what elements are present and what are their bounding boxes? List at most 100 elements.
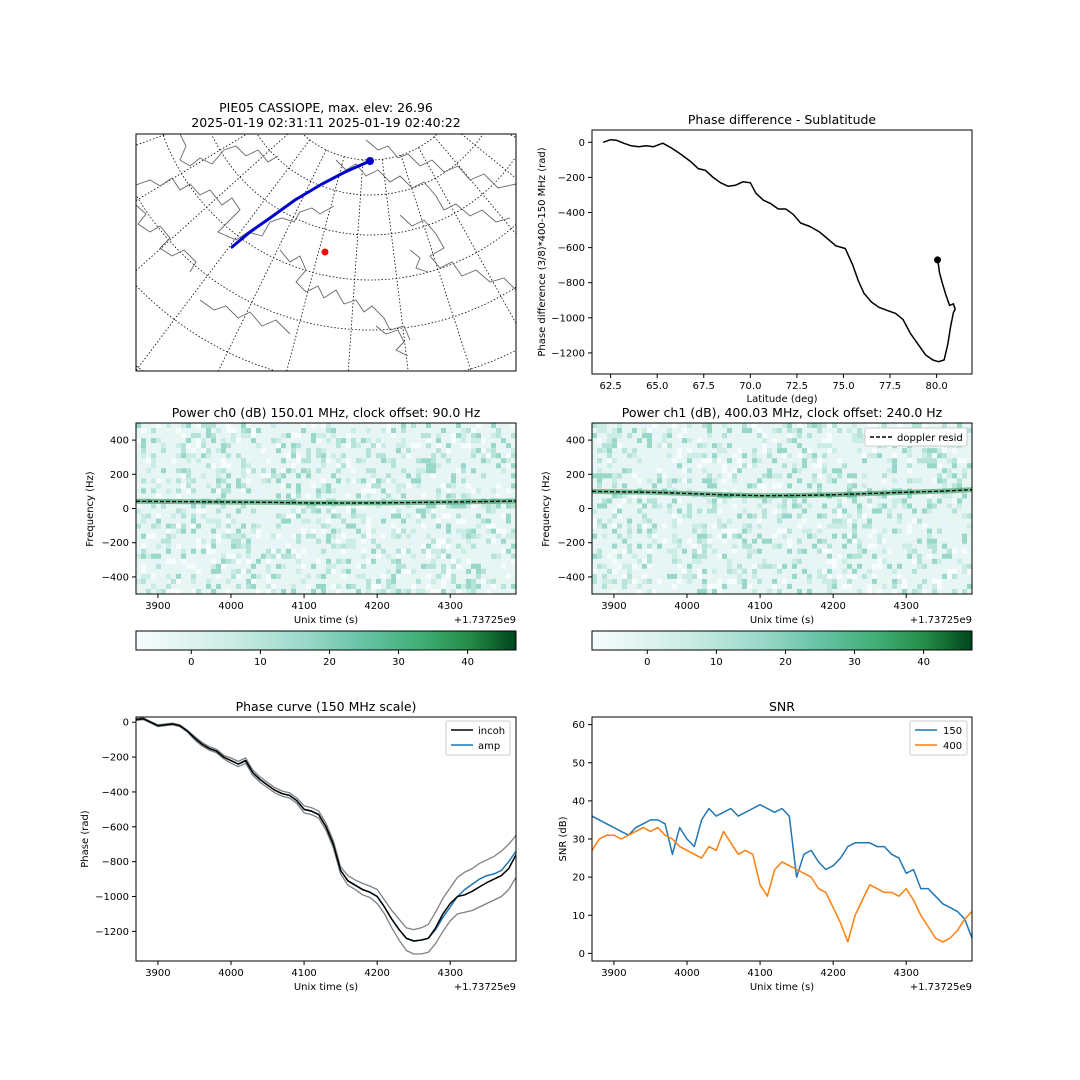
spectrogram-cell <box>887 463 892 469</box>
spectrogram-cell <box>271 553 276 559</box>
spectrogram-cell <box>496 528 501 534</box>
spectrogram-cell <box>326 438 331 444</box>
spectrogram-cell <box>256 563 261 569</box>
spectrogram-cell <box>321 453 326 459</box>
spectrogram-cell <box>286 433 291 439</box>
spectrogram-cell <box>141 568 146 574</box>
spectrogram-cell <box>932 458 937 464</box>
spectrogram-cell <box>842 568 847 574</box>
spectrogram-cell <box>762 538 767 544</box>
y-tick-label: 200 <box>110 470 129 481</box>
spectrogram-cell <box>767 513 772 519</box>
spectrogram-cell <box>501 453 506 459</box>
y-tick-label: −600 <box>558 243 585 254</box>
spectrogram-cell <box>446 553 451 559</box>
spectrogram-cell <box>892 468 897 474</box>
spectrogram-cell <box>391 428 396 434</box>
spectrogram-cell <box>867 503 872 509</box>
y-tick-label: 400 <box>110 436 129 447</box>
spectrogram-cell <box>817 463 822 469</box>
spectrogram-cell <box>932 588 937 594</box>
spectrogram-cell <box>737 458 742 464</box>
spectrogram-cell <box>346 583 351 589</box>
spectrogram-cell <box>346 573 351 579</box>
spectrogram-cell <box>917 563 922 569</box>
spectrogram-cell <box>146 468 151 474</box>
spectrogram-cell <box>597 468 602 474</box>
spectrogram-cell <box>697 523 702 529</box>
spectrogram-cell <box>226 513 231 519</box>
spectrogram-cell <box>241 568 246 574</box>
spectrogram-cell <box>657 508 662 514</box>
spectrogram-cell <box>511 558 516 564</box>
spectrogram-cell <box>496 503 501 509</box>
spectrogram-cell <box>892 578 897 584</box>
spectrogram-cell <box>877 508 882 514</box>
spectrogram-cell <box>937 583 942 589</box>
spectrogram-cell <box>797 443 802 449</box>
spectrogram-cell <box>456 583 461 589</box>
spectrogram-cell <box>246 548 251 554</box>
spectrogram-cell <box>371 478 376 484</box>
spectrogram-cell <box>777 543 782 549</box>
spectrogram-cell <box>511 583 516 589</box>
y-tick-label: 10 <box>572 911 585 922</box>
spectrogram-cell <box>647 548 652 554</box>
spectrogram-cell <box>902 478 907 484</box>
spectrogram-cell <box>887 558 892 564</box>
spectrogram-cell <box>592 508 597 514</box>
colorbar-tick-label: 0 <box>644 657 650 668</box>
spectrogram-cell <box>757 478 762 484</box>
spectrogram-cell <box>391 588 396 594</box>
spectrogram-cell <box>812 453 817 459</box>
spectrogram-cell <box>677 453 682 459</box>
spectrogram-cell <box>942 483 947 489</box>
spectrogram-cell <box>366 493 371 499</box>
spectrogram-cell <box>857 503 862 509</box>
spectrogram-cell <box>927 473 932 479</box>
spectrogram-cell <box>446 488 451 494</box>
spectrogram-cell <box>827 443 832 449</box>
spectrogram-cell <box>742 428 747 434</box>
spectrogram-cell <box>752 538 757 544</box>
spectrogram-cell <box>817 568 822 574</box>
spectrogram-cell <box>476 448 481 454</box>
spectrogram-cell <box>872 563 877 569</box>
x-tick-label: 4300 <box>894 968 919 979</box>
spectrogram-cell <box>201 473 206 479</box>
spectrogram-cell <box>657 473 662 479</box>
meridian-line-5 <box>286 156 345 371</box>
spectrogram-cell <box>356 528 361 534</box>
spectrogram-cell <box>436 443 441 449</box>
spectrogram-cell <box>491 448 496 454</box>
spectrogram-cell <box>336 508 341 514</box>
spectrogram-cell <box>857 588 862 594</box>
spectrogram-cell <box>501 438 506 444</box>
spectrogram-cell <box>466 483 471 489</box>
spectrogram-cell <box>181 553 186 559</box>
spectrogram-cell <box>416 578 421 584</box>
spectrogram-cell <box>476 488 481 494</box>
spectrogram-cell <box>947 423 952 429</box>
spectrogram-cell <box>511 493 516 499</box>
x-tick-label: 4300 <box>438 601 463 612</box>
spectrogram-cell <box>386 568 391 574</box>
spectrogram-cell <box>156 483 161 489</box>
spectrogram-cell <box>396 588 401 594</box>
meridian-line-8 <box>400 154 472 371</box>
spectrogram-cell <box>376 433 381 439</box>
spectrogram-cell <box>196 438 201 444</box>
spectrogram-cell <box>767 473 772 479</box>
spectrogram-cell <box>411 453 416 459</box>
spectrogram-cell <box>862 528 867 534</box>
spectrogram-cell <box>426 463 431 469</box>
spectrogram-cell <box>246 478 251 484</box>
spectrogram-cell <box>501 583 506 589</box>
spectrogram-cell <box>962 493 967 499</box>
spectrogram-cell <box>401 423 406 429</box>
spectrogram-cell <box>732 423 737 429</box>
spectrogram-cell <box>782 498 787 504</box>
spectrogram-cell <box>216 483 221 489</box>
spectrogram-cell <box>141 563 146 569</box>
spectrogram-cell <box>471 448 476 454</box>
